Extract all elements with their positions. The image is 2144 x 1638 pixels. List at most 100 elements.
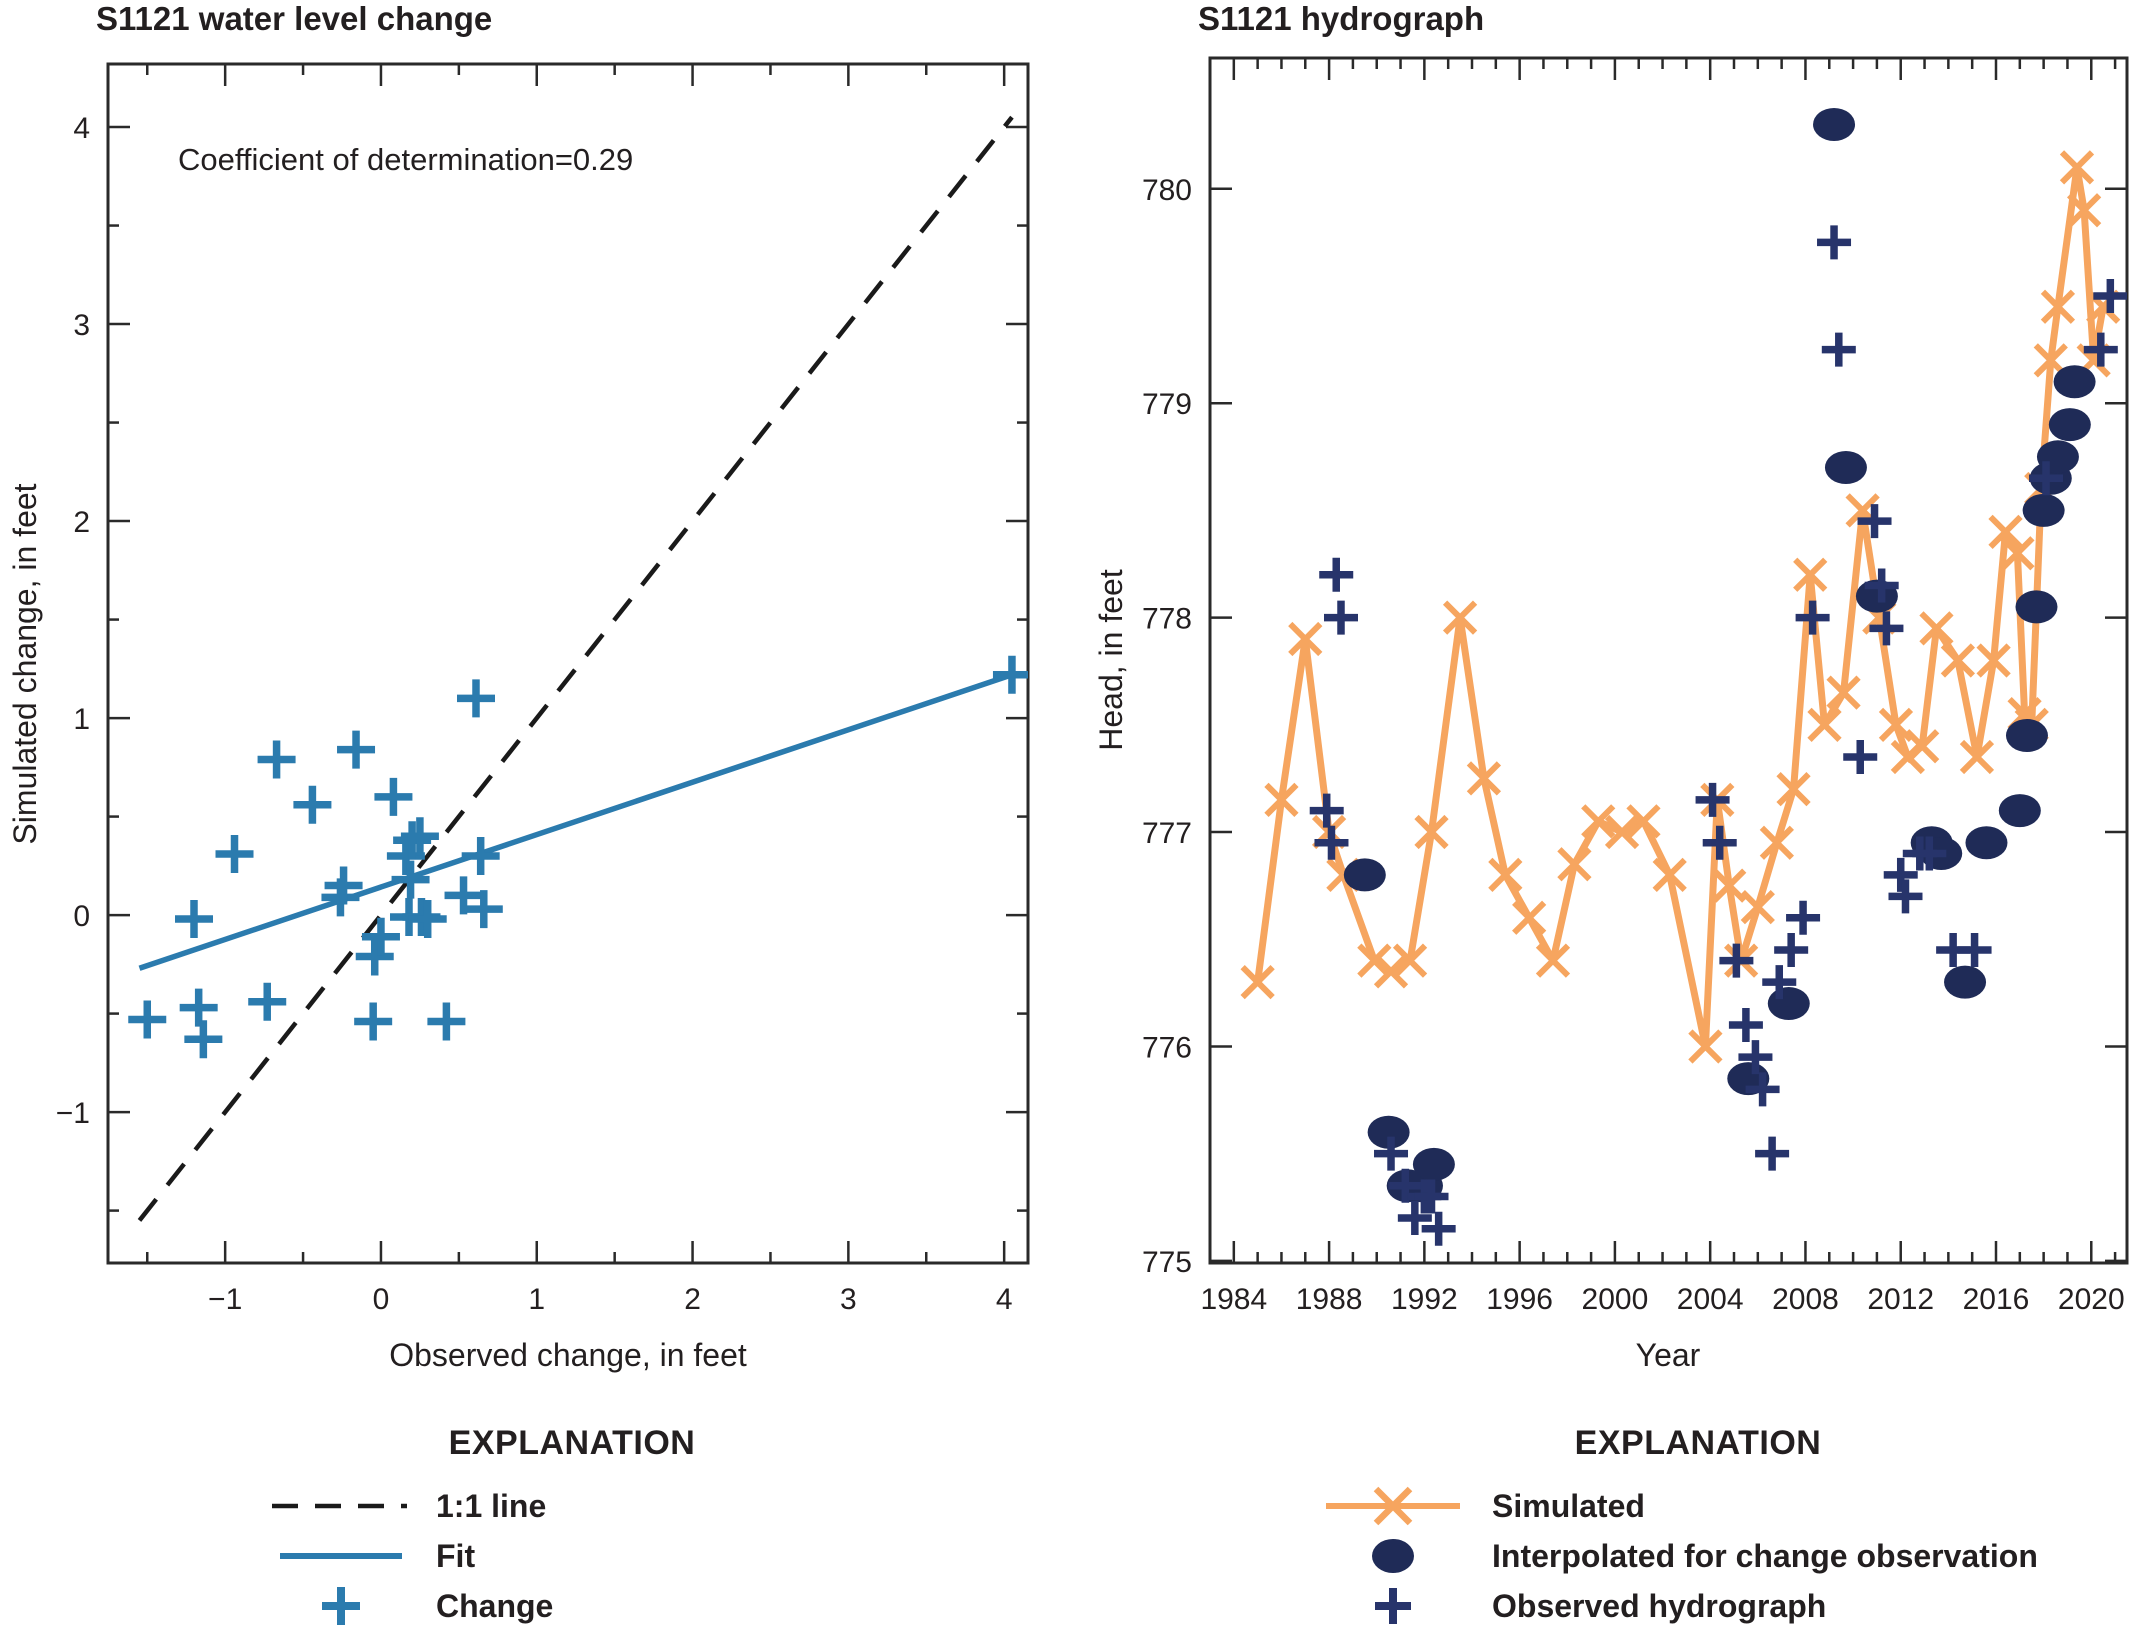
observed-plus-marker [1324, 600, 1358, 635]
svg-text:780: 780 [1142, 174, 1192, 207]
panel-water-level-change: −1 0 1 2 3 4 −1 0 1 2 3 4 S1121 water level change Co… [7, 0, 1030, 1373]
simulated-x-marker [1535, 943, 1571, 978]
simulated-x-marker [1652, 857, 1687, 893]
right-legend: EXPLANATION Simulated Interpolated for c… [1318, 1424, 2078, 1631]
solid-line-icon [280, 1553, 402, 1559]
observed-plus-marker [1388, 1168, 1423, 1203]
change-plus-marker [400, 817, 439, 856]
interpolated-circle-marker [2053, 365, 2096, 399]
simulated-x-marker [1581, 804, 1616, 839]
change-plus-marker [461, 836, 500, 875]
legend-label: Observed hydrograph [1492, 1587, 1827, 1624]
observed-plus-marker [1738, 1040, 1773, 1075]
svg-text:2016: 2016 [1963, 1283, 2030, 1316]
simulated-x-marker [1793, 557, 1828, 592]
change-plus-marker [393, 821, 432, 860]
plus-marker-icon [322, 1587, 360, 1625]
observed-plus-marker [2093, 278, 2127, 313]
observed-plus-marker [2083, 332, 2118, 367]
legend-item-simulated: Simulated [1318, 1481, 2078, 1531]
panel-title: S1121 hydrograph [1198, 0, 1484, 37]
simulated-x-marker [1905, 729, 1940, 764]
change-plus-marker [464, 890, 503, 929]
legend-item-fit: Fit [262, 1531, 882, 1581]
simulated-x-marker [1626, 804, 1661, 839]
observed-plus-marker [1374, 1136, 1409, 1171]
observed-plus-marker [1762, 965, 1797, 1000]
simulated-x-marker [1740, 889, 1775, 925]
simulated-x-marker [2059, 150, 2095, 185]
simulated-x-marker [1466, 761, 1502, 796]
observed-plus-marker [1745, 1072, 1780, 1107]
svg-text:0: 0 [73, 900, 90, 933]
interpolated-circle-marker [2048, 408, 2091, 442]
svg-text:−1: −1 [208, 1283, 242, 1316]
legend-item-interpolated: Interpolated for change observation [1318, 1531, 2078, 1581]
y-axis-label: Simulated change, in feet [7, 483, 43, 844]
change-plus-marker [128, 1000, 167, 1039]
observed-plus-marker [1869, 611, 1904, 646]
interpolated-circle-marker [1367, 1115, 1410, 1149]
interpolated-circle-marker [2005, 719, 2048, 753]
simulated-x-marker [1878, 707, 1914, 742]
svg-text:778: 778 [1142, 603, 1192, 636]
left-legend-heading: EXPLANATION [448, 1424, 696, 1462]
simulated-x-marker [1288, 621, 1323, 657]
observed-plus-marker [1414, 1179, 1449, 1214]
change-plus-marker [355, 937, 394, 976]
svg-text:2008: 2008 [1772, 1283, 1839, 1316]
svg-text:1988: 1988 [1296, 1283, 1363, 1316]
interpolated-circle-marker [1965, 826, 2008, 860]
svg-text:2: 2 [73, 506, 90, 539]
observed-plus-marker [1421, 1211, 1456, 1246]
simulated-x-marker [1442, 600, 1478, 635]
simulated-x-marker [1959, 739, 1995, 775]
legend-label: Interpolated for change observation [1492, 1537, 2038, 1574]
simulated-x-marker [1604, 814, 1640, 850]
axes-box [106, 62, 1030, 1265]
change-plus-marker [215, 835, 254, 874]
svg-text:4: 4 [996, 1283, 1013, 1316]
simulated-x-marker [1392, 943, 1428, 978]
svg-text:4: 4 [73, 112, 90, 145]
svg-text:1992: 1992 [1391, 1283, 1458, 1316]
observed-plus-marker [1719, 943, 1754, 978]
change-plus-marker [248, 982, 287, 1021]
observed-plus-marker [2029, 461, 2064, 496]
simulated-x-marker [1557, 847, 1592, 882]
right-legend-heading: EXPLANATION [1574, 1424, 1822, 1462]
observed-plus-marker [1957, 932, 1992, 967]
legend-label: 1:1 line [436, 1487, 547, 1524]
line-x-marker-icon [1326, 1486, 1460, 1526]
svg-text:2004: 2004 [1677, 1283, 1744, 1316]
change-plus-marker [175, 900, 214, 939]
change-plus-marker [361, 917, 400, 956]
observed-plus-marker [1843, 739, 1878, 774]
change-plus-marker [444, 876, 483, 915]
svg-text:1: 1 [528, 1283, 545, 1316]
svg-text:779: 779 [1142, 388, 1192, 421]
simulated-line [1254, 163, 2107, 1050]
simulated-x-marker [1988, 514, 2023, 549]
panel-hydrograph: 1984 1988 1992 1996 2000 2004 2008 2012 2016 2020… [1093, 0, 2129, 1373]
simulated-x-marker [1512, 900, 1547, 935]
simulated-x-marker [1919, 611, 1954, 646]
x-axis-label: Observed change, in feet [389, 1337, 747, 1373]
svg-text:775: 775 [1142, 1246, 1192, 1279]
legend-label: Simulated [1492, 1487, 1645, 1524]
interpolated-circle-marker [2015, 590, 2058, 624]
interpolated-circle-marker [1998, 794, 2041, 828]
change-plus-marker [354, 1002, 393, 1041]
observed-plus-marker [1912, 836, 1947, 871]
plus-marker-icon [1375, 1588, 1411, 1624]
change-plus-marker [337, 730, 376, 769]
simulated-x-marker [1826, 675, 1861, 710]
change-plus-marker [257, 740, 296, 779]
legend-item-observed: Observed hydrograph [1318, 1581, 2078, 1631]
observed-plus-marker [1702, 825, 1737, 860]
observed-plus-marker [1397, 1200, 1432, 1235]
simulated-x-marker [1373, 954, 1409, 989]
observed-plus-marker [1319, 557, 1354, 592]
